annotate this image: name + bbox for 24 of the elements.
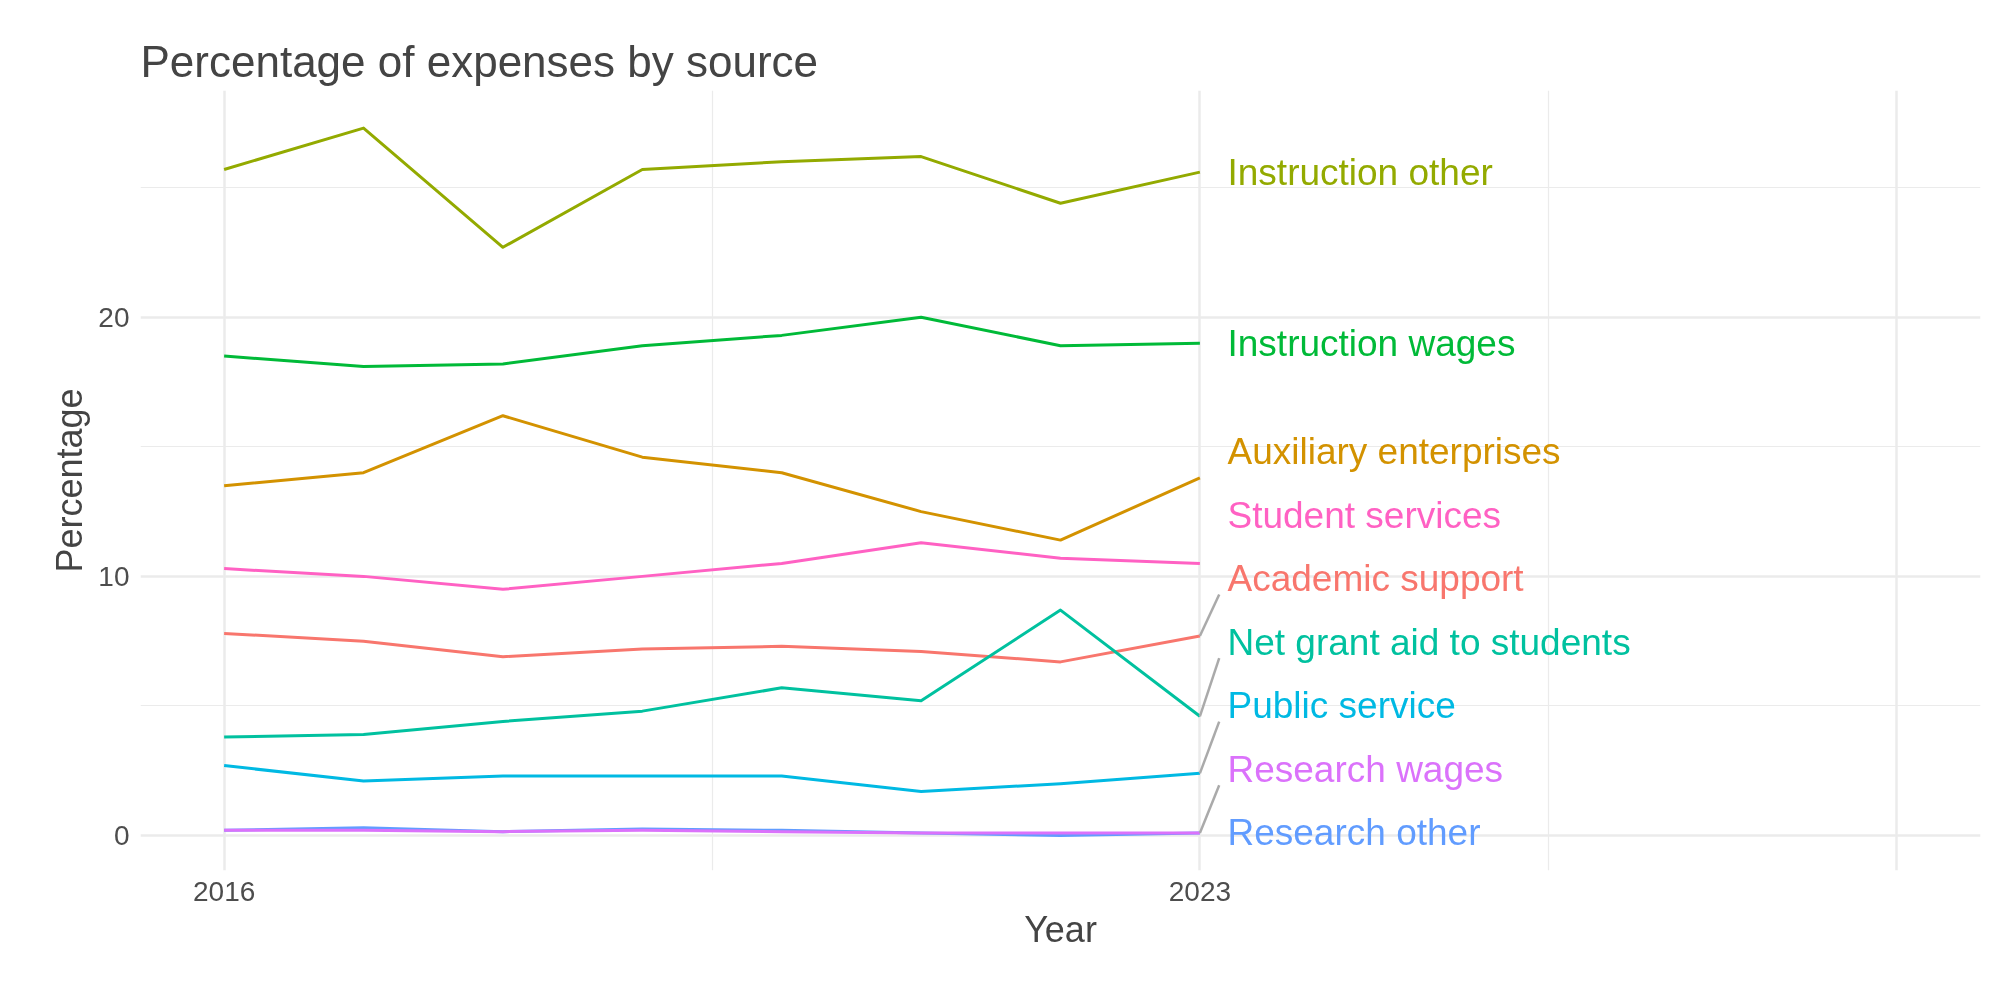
y-tick-label: 0 — [113, 820, 130, 852]
y-tick-label: 20 — [98, 301, 130, 333]
line-series — [222, 126, 1202, 249]
x-tick-label: 2023 — [1168, 875, 1232, 907]
y-axis-title: Percentage — [49, 388, 91, 573]
series-label: Net grant aid to students — [1227, 621, 1631, 663]
y-tick-label: 10 — [98, 560, 130, 592]
chart-title: Percentage of expenses by source — [140, 36, 819, 86]
series-label: Instruction wages — [1227, 322, 1516, 364]
series-label: Student services — [1227, 494, 1502, 536]
x-tick-label: 2016 — [192, 875, 256, 907]
line-series — [222, 315, 1202, 368]
x-axis-title: Year — [1024, 908, 1097, 950]
line-series — [222, 414, 1202, 542]
line-series — [222, 608, 1202, 739]
line-series — [222, 631, 1202, 664]
series-label: Instruction other — [1227, 151, 1493, 193]
series-label: Auxiliary enterprises — [1227, 431, 1561, 473]
series-label: Academic support — [1227, 558, 1525, 600]
line-series — [222, 541, 1202, 591]
series-label: Public service — [1227, 685, 1456, 727]
series-label: Research wages — [1227, 748, 1504, 790]
line-series — [222, 764, 1202, 793]
series-label: Research other — [1227, 812, 1481, 854]
